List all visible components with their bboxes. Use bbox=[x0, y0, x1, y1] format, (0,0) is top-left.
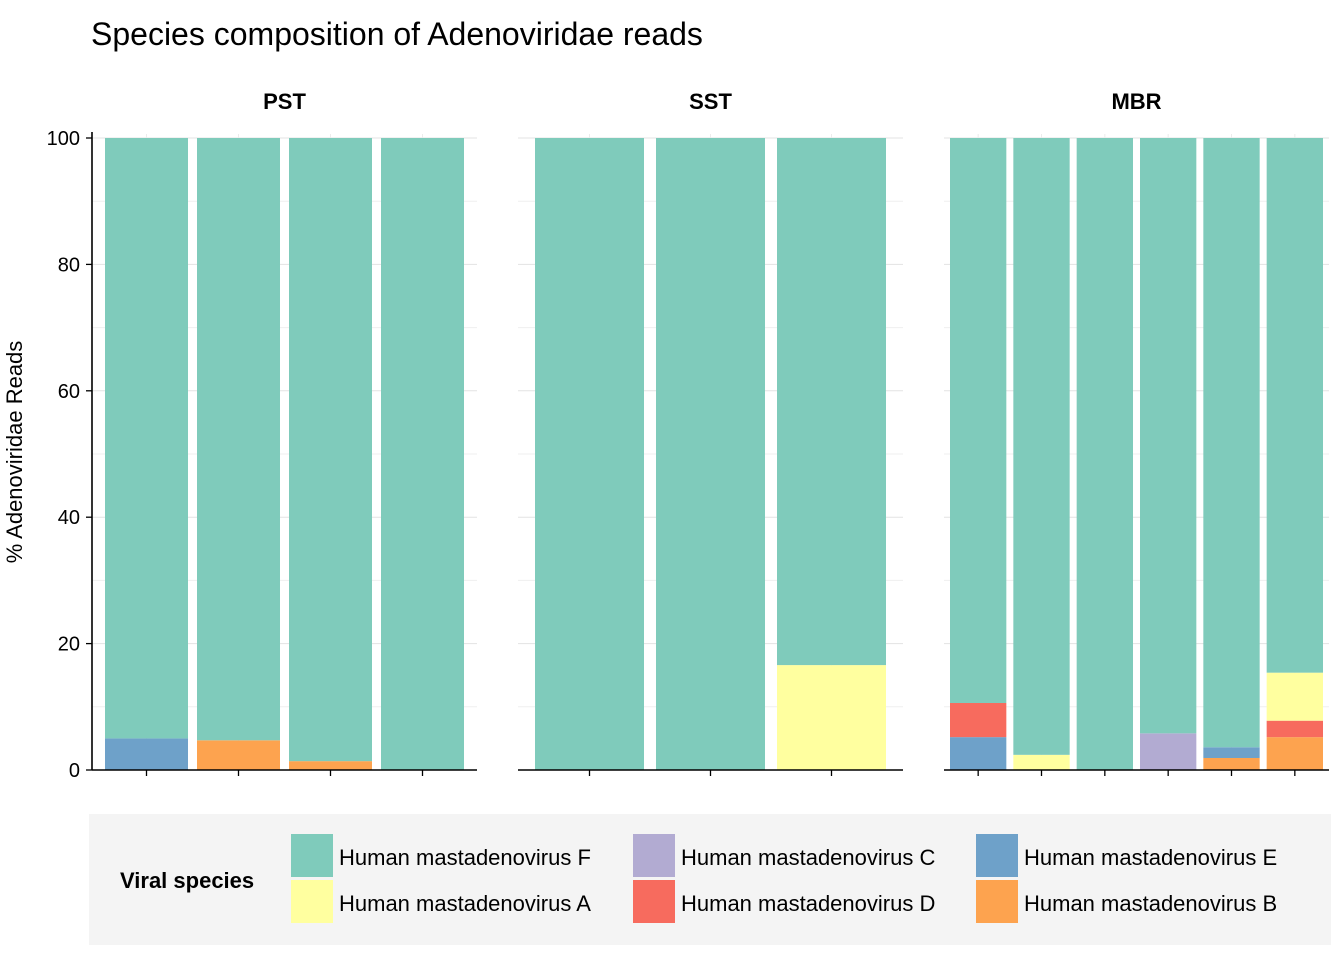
bar-sst-1 bbox=[535, 138, 644, 770]
chart-title: Species composition of Adenoviridae read… bbox=[91, 16, 703, 52]
bar-segment bbox=[1203, 138, 1260, 748]
bar-segment bbox=[289, 138, 372, 762]
facet-label: MBR bbox=[1111, 89, 1161, 114]
legend-swatch bbox=[633, 834, 675, 877]
bar-segment bbox=[197, 740, 280, 770]
y-tick-label: 80 bbox=[58, 254, 80, 276]
legend-item: Human mastadenovirus A bbox=[291, 880, 591, 923]
bar-pst-2 bbox=[197, 138, 280, 770]
bar-sst-2 bbox=[656, 138, 765, 770]
bar-segment bbox=[1266, 737, 1323, 770]
legend-label: Human mastadenovirus F bbox=[339, 845, 591, 870]
legend-background bbox=[89, 814, 1331, 945]
facet-label: SST bbox=[689, 89, 732, 114]
legend-label: Human mastadenovirus A bbox=[339, 891, 591, 916]
legend-title: Viral species bbox=[120, 868, 254, 893]
legend-item: Human mastadenovirus D bbox=[633, 880, 935, 923]
bar-mbr-5 bbox=[1203, 138, 1260, 770]
bar-pst-3 bbox=[289, 138, 372, 770]
bar-segment bbox=[1266, 138, 1323, 673]
bar-segment bbox=[1013, 138, 1070, 755]
bar-mbr-1 bbox=[950, 138, 1007, 770]
bar-segment bbox=[1266, 720, 1323, 738]
facet-label: PST bbox=[263, 89, 306, 114]
legend: Viral species Human mastadenovirus F Huma… bbox=[89, 814, 1331, 945]
bar-pst-4 bbox=[381, 138, 464, 770]
bar-segment bbox=[289, 761, 372, 770]
bar-mbr-3 bbox=[1076, 138, 1133, 770]
bar-segment bbox=[656, 138, 765, 770]
bar-segment bbox=[381, 138, 464, 770]
legend-label: Human mastadenovirus C bbox=[681, 845, 935, 870]
bar-segment bbox=[1140, 138, 1197, 734]
bar-segment bbox=[535, 138, 644, 770]
legend-swatch bbox=[976, 880, 1018, 923]
bar-mbr-2 bbox=[1013, 138, 1070, 770]
y-tick-label: 0 bbox=[69, 760, 80, 782]
legend-swatch bbox=[291, 880, 333, 923]
legend-swatch bbox=[633, 880, 675, 923]
bar-segment bbox=[1203, 747, 1260, 758]
bar-mbr-6 bbox=[1266, 138, 1323, 770]
legend-label: Human mastadenovirus E bbox=[1024, 845, 1277, 870]
y-axis-label: % Adenoviridae Reads bbox=[2, 341, 27, 564]
bar-segment bbox=[950, 737, 1007, 770]
legend-item: Human mastadenovirus C bbox=[633, 834, 935, 877]
bar-segment bbox=[197, 138, 280, 741]
bar-mbr-4 bbox=[1140, 138, 1197, 770]
bar-segment bbox=[950, 703, 1007, 738]
bar-segment bbox=[950, 138, 1007, 704]
facet-panel-pst: PST 0 20 40 60 80 100 bbox=[47, 89, 477, 782]
facet-panels: PST 0 20 40 60 80 100 SST MBR bbox=[47, 89, 1329, 782]
y-tick-label: 100 bbox=[47, 128, 80, 150]
legend-swatch bbox=[291, 834, 333, 877]
bar-segment bbox=[1076, 138, 1133, 770]
bar-segment bbox=[1140, 733, 1197, 770]
y-tick-label: 20 bbox=[58, 634, 80, 656]
legend-item: Human mastadenovirus B bbox=[976, 880, 1277, 923]
legend-swatch bbox=[976, 834, 1018, 877]
bar-segment bbox=[1013, 754, 1070, 770]
y-tick-label: 40 bbox=[58, 507, 80, 529]
bar-segment bbox=[105, 138, 188, 739]
bar-segment bbox=[1203, 757, 1260, 770]
bar-segment bbox=[777, 665, 886, 770]
y-tick-label: 60 bbox=[58, 381, 80, 403]
bar-segment bbox=[1266, 672, 1323, 721]
bar-sst-3 bbox=[777, 138, 886, 770]
bar-pst-1 bbox=[105, 138, 188, 770]
legend-item: Human mastadenovirus F bbox=[291, 834, 591, 877]
legend-items: Human mastadenovirus F Human mastadenovir… bbox=[291, 834, 1277, 923]
legend-item: Human mastadenovirus E bbox=[976, 834, 1277, 877]
facet-panel-sst: SST bbox=[518, 89, 903, 776]
bar-segment bbox=[105, 738, 188, 770]
facet-panel-mbr: MBR bbox=[944, 89, 1329, 776]
legend-label: Human mastadenovirus D bbox=[681, 891, 935, 916]
bar-segment bbox=[777, 138, 886, 666]
legend-label: Human mastadenovirus B bbox=[1024, 891, 1277, 916]
